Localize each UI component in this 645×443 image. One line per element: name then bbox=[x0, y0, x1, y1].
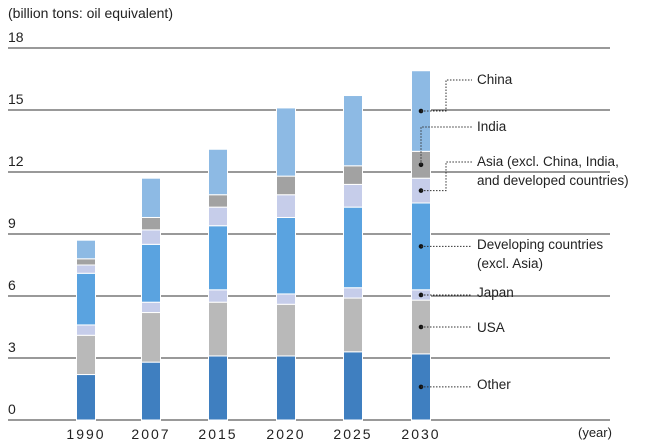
bar-segment bbox=[276, 303, 296, 357]
y-tick-label: 9 bbox=[8, 215, 16, 231]
bar-segment bbox=[276, 355, 296, 421]
bar-segment bbox=[276, 194, 296, 218]
y-tick-label: 18 bbox=[8, 29, 24, 45]
legend-label: Developing countries (excl. Asia) bbox=[477, 237, 604, 271]
bar-segment bbox=[276, 293, 296, 305]
bar-segment bbox=[276, 216, 296, 295]
leader-line bbox=[420, 126, 472, 165]
x-tick-label: 1990 bbox=[66, 426, 105, 442]
x-tick-label: 2025 bbox=[333, 426, 372, 442]
x-tick-label: 2020 bbox=[266, 426, 305, 442]
legend-label: Japan bbox=[477, 285, 514, 300]
bar-segment bbox=[76, 374, 96, 421]
bar-segment bbox=[141, 177, 161, 218]
bar-segment bbox=[343, 297, 363, 353]
bar-segment bbox=[76, 324, 96, 336]
bar-segment bbox=[208, 355, 228, 421]
bar-segment bbox=[208, 289, 228, 303]
x-axis-label: (year) bbox=[578, 425, 612, 440]
legend-label: India bbox=[477, 119, 507, 134]
legend-label: China bbox=[477, 72, 513, 87]
bar-segment bbox=[141, 361, 161, 421]
bar-segment bbox=[208, 301, 228, 357]
bar-segment bbox=[141, 301, 161, 314]
bar-segment bbox=[76, 264, 96, 274]
bar-segment bbox=[208, 206, 228, 227]
bar-segment bbox=[76, 258, 96, 266]
bar-segment bbox=[208, 148, 228, 196]
y-axis-label: (billion tons: oil equivalent) bbox=[8, 5, 173, 21]
bar-segment bbox=[141, 312, 161, 363]
bar-segment bbox=[141, 229, 161, 245]
y-tick-label: 0 bbox=[8, 401, 16, 417]
y-tick-label: 6 bbox=[8, 277, 16, 293]
bar-segment bbox=[76, 239, 96, 260]
bar-segment bbox=[208, 225, 228, 291]
bar-segment bbox=[343, 183, 363, 208]
bar-segment bbox=[343, 206, 363, 289]
bar-segment bbox=[343, 165, 363, 185]
y-tick-label: 15 bbox=[8, 91, 24, 107]
bar-segment bbox=[343, 351, 363, 421]
bar-segment bbox=[141, 216, 161, 231]
bar-segment bbox=[141, 243, 161, 303]
bar-segment bbox=[276, 107, 296, 177]
bar-segment bbox=[343, 95, 363, 167]
bar-segment bbox=[343, 287, 363, 299]
bar-segment bbox=[76, 272, 96, 326]
leader-line bbox=[421, 161, 472, 192]
x-tick-label: 2007 bbox=[131, 426, 170, 442]
legend-label: Other bbox=[477, 377, 511, 392]
bar-segment bbox=[208, 194, 228, 208]
bar-segment bbox=[76, 334, 96, 376]
x-tick-label: 2015 bbox=[198, 426, 237, 442]
x-tick-label: 2030 bbox=[401, 426, 440, 442]
bar-segment bbox=[276, 175, 296, 196]
y-tick-label: 12 bbox=[8, 153, 24, 169]
leader-line bbox=[421, 79, 472, 112]
y-tick-label: 3 bbox=[8, 339, 16, 355]
legend-label: USA bbox=[477, 320, 505, 335]
legend-label: Asia (excl. China, India, and developed … bbox=[477, 154, 629, 188]
